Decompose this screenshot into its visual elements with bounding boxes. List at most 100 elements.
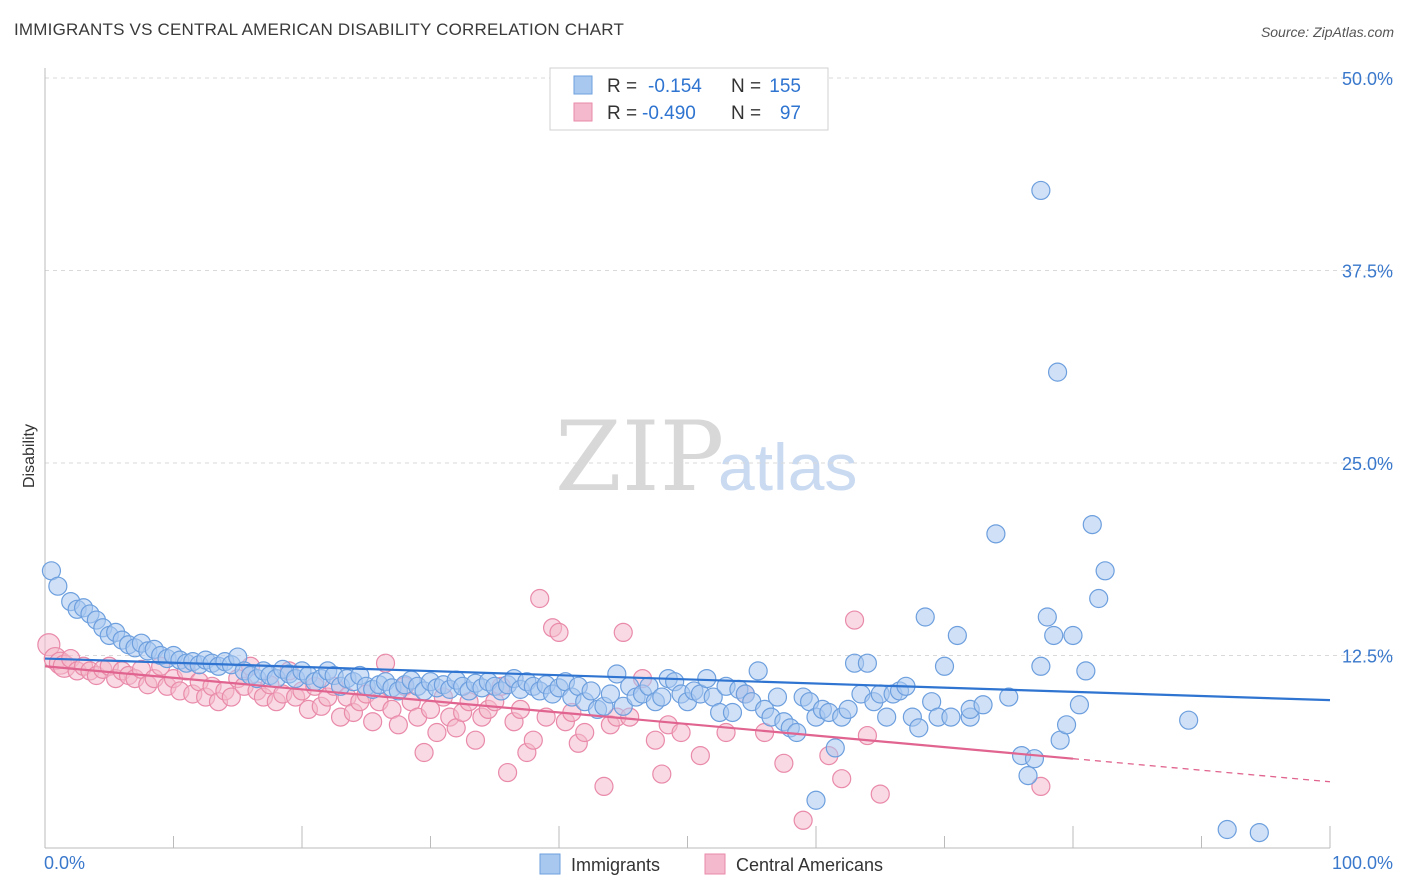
data-point — [613, 696, 633, 716]
bottom-legend-swatch-immigrants — [539, 853, 561, 875]
x-tick-label-max: 100.0% — [1332, 853, 1393, 873]
data-point — [1056, 715, 1077, 735]
legend-n-label-2: N = — [731, 103, 761, 124]
data-point — [1047, 362, 1068, 382]
legend-swatch-immigrants — [573, 75, 593, 95]
data-point — [1217, 819, 1237, 840]
data-point — [581, 681, 601, 701]
data-point — [838, 699, 858, 720]
legend-box — [549, 67, 829, 131]
legend-n-label-1: N = — [731, 76, 761, 97]
data-point — [986, 524, 1006, 544]
data-point — [1249, 822, 1269, 843]
data-point — [973, 695, 993, 715]
data-point — [690, 745, 710, 766]
data-point — [767, 687, 788, 707]
data-point — [915, 607, 935, 627]
y-tick-label: 50.0% — [1342, 69, 1393, 89]
legend-r-value-2: -0.490 — [642, 103, 696, 124]
data-point — [793, 810, 813, 830]
central-americans-trend-line — [44, 665, 1074, 760]
axes — [44, 68, 1331, 849]
data-point — [414, 742, 434, 763]
central-americans-points — [37, 588, 1051, 830]
data-point — [1031, 180, 1051, 201]
legend-r-label-2: R = — [607, 103, 637, 124]
data-point — [1095, 561, 1115, 581]
bottom-legend-swatch-central-americans — [704, 853, 726, 875]
data-point — [671, 722, 691, 743]
data-point — [825, 738, 845, 758]
data-point — [857, 725, 878, 746]
data-point — [844, 610, 865, 630]
data-point — [523, 730, 543, 750]
data-point — [607, 664, 627, 684]
legend-r-value-1: -0.154 — [648, 76, 702, 97]
data-point — [1063, 625, 1083, 646]
data-point — [1031, 656, 1051, 676]
y-tick-label: 12.5% — [1342, 647, 1393, 667]
data-point — [1018, 766, 1038, 786]
data-point — [806, 790, 826, 810]
data-point — [652, 687, 672, 707]
x-tick-label-min: 0.0% — [44, 853, 85, 873]
data-point — [600, 684, 621, 704]
data-point — [1031, 776, 1051, 797]
data-point — [909, 718, 929, 738]
data-point — [947, 625, 967, 646]
data-point — [530, 588, 550, 609]
grid-lines — [45, 77, 1393, 656]
trend-lines — [44, 657, 1331, 783]
data-point — [1089, 588, 1109, 609]
source-label: Source: ZipAtlas.com — [1260, 24, 1394, 40]
watermark-atlas: atlas — [718, 430, 857, 504]
data-point — [722, 702, 743, 723]
central-americans-trend-extension — [1072, 758, 1331, 783]
data-point — [388, 715, 408, 735]
data-point — [1076, 661, 1096, 681]
data-point — [613, 622, 633, 643]
data-point — [1037, 607, 1057, 627]
data-point — [48, 576, 68, 596]
y-tick-labels: 12.5% 25.0% 37.5% 50.0% — [1342, 69, 1393, 667]
watermark-zip: ZIP — [555, 401, 724, 513]
data-point — [594, 776, 614, 797]
data-point — [1069, 695, 1090, 715]
legend-swatch-central-americans — [573, 102, 593, 122]
data-point — [934, 656, 955, 676]
data-point — [999, 687, 1019, 707]
y-tick-label: 37.5% — [1342, 262, 1393, 282]
data-point — [1024, 749, 1045, 769]
data-point — [427, 722, 447, 743]
data-point — [697, 668, 717, 689]
data-point — [549, 622, 569, 643]
legend-n-value-1: 155 — [769, 76, 801, 97]
data-point — [465, 730, 486, 750]
data-point — [652, 764, 672, 784]
chart-title: IMMIGRANTS VS CENTRAL AMERICAN DISABILIT… — [14, 20, 625, 39]
data-point — [941, 707, 961, 727]
bottom-legend-immigrants: Immigrants — [571, 855, 660, 875]
data-point — [575, 722, 595, 743]
data-point — [363, 712, 383, 732]
y-tick-label: 25.0% — [1342, 454, 1393, 474]
y-axis-label: Disability — [21, 424, 38, 488]
immigrants-points — [41, 180, 1269, 843]
data-point — [498, 762, 518, 783]
data-point — [1044, 625, 1064, 646]
data-point — [877, 707, 897, 727]
legend-r-label-1: R = — [607, 76, 637, 97]
data-point — [748, 661, 768, 681]
legend: R = -0.154 N = 155 R = -0.490 N = 97 — [549, 67, 829, 131]
data-point — [1082, 514, 1102, 535]
data-point — [832, 769, 852, 789]
data-point — [221, 687, 241, 707]
data-point — [870, 784, 890, 804]
data-point — [1179, 710, 1199, 730]
data-point — [857, 653, 878, 673]
bottom-legend-central-americans: Central Americans — [736, 855, 883, 875]
bottom-legend: Immigrants Central Americans — [539, 853, 883, 875]
data-point — [645, 730, 665, 750]
legend-n-value-2: 97 — [780, 103, 801, 124]
